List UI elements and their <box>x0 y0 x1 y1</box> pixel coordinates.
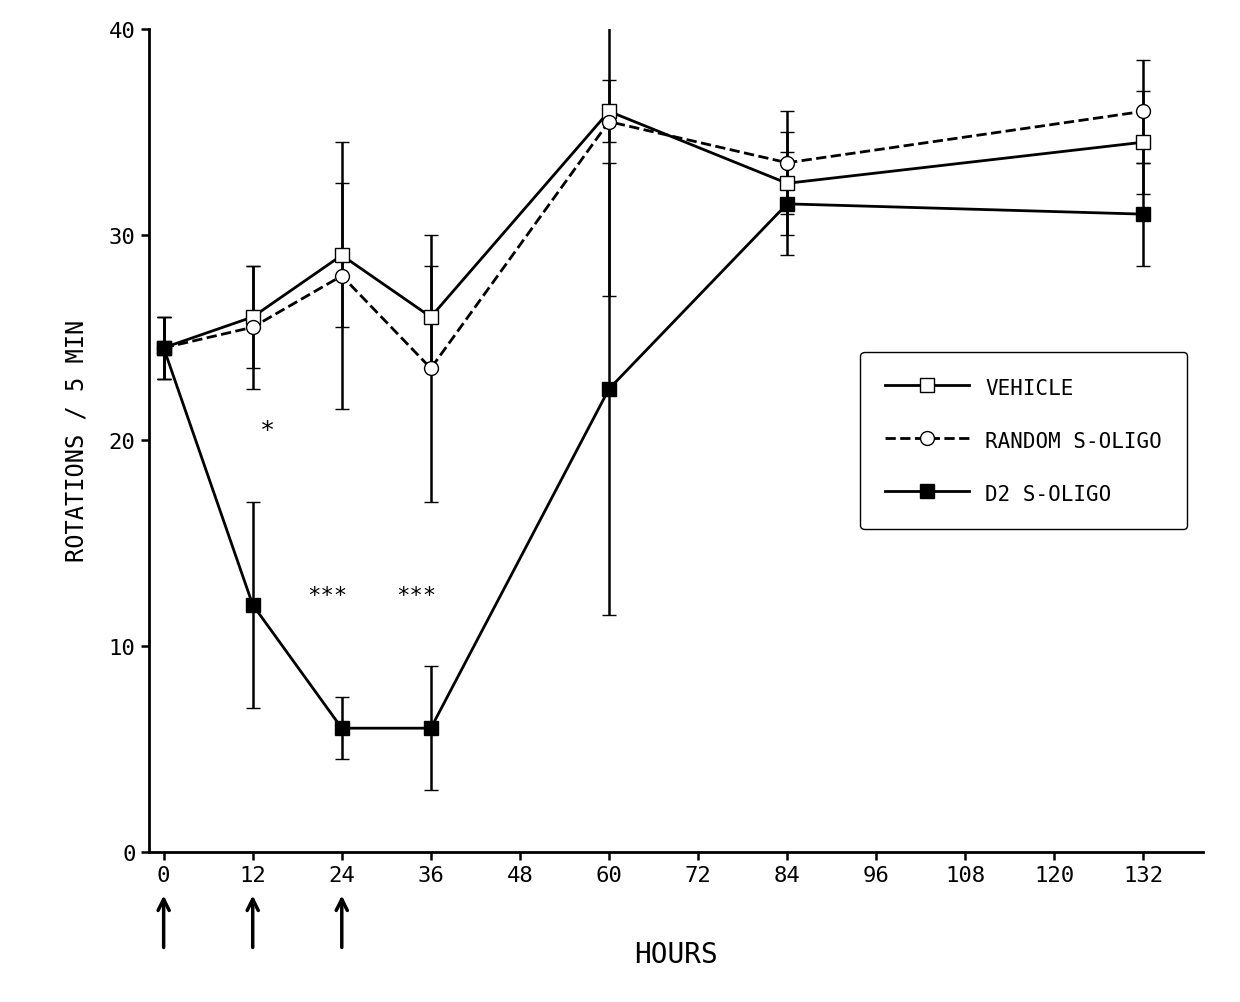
Text: *: * <box>260 419 275 443</box>
X-axis label: HOURS: HOURS <box>634 940 718 968</box>
Y-axis label: ROTATIONS / 5 MIN: ROTATIONS / 5 MIN <box>64 320 88 562</box>
Text: ***: *** <box>306 585 347 605</box>
Legend: VEHICLE, RANDOM S-OLIGO, D2 S-OLIGO: VEHICLE, RANDOM S-OLIGO, D2 S-OLIGO <box>861 352 1187 530</box>
Text: ***: *** <box>396 585 436 605</box>
